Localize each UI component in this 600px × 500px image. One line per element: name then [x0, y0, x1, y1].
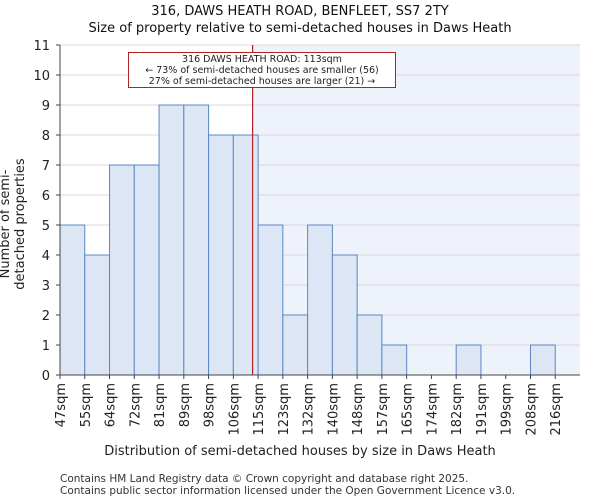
x-tick-label: 148sqm: [351, 383, 366, 436]
x-tick-label: 123sqm: [277, 383, 292, 436]
x-tick-label: 132sqm: [302, 383, 317, 436]
x-tick-label: 165sqm: [401, 383, 416, 436]
footer-licence: Contains public sector information licen…: [60, 485, 516, 497]
histogram-bar: [158, 104, 185, 376]
annotation-line-1: 316 DAWS HEATH ROAD: 113sqm: [182, 54, 342, 65]
histogram-bar: [109, 164, 135, 376]
x-tick-label: 191sqm: [475, 383, 490, 436]
x-tick-label: 115sqm: [252, 383, 267, 436]
y-tick-label: 0: [42, 369, 50, 384]
x-tick-label: 89sqm: [178, 383, 193, 427]
x-tick-label: 182sqm: [450, 383, 465, 436]
x-tick-label: 216sqm: [549, 383, 564, 436]
y-tick-label: 1: [42, 339, 50, 354]
x-tick-label: 81sqm: [153, 383, 168, 427]
x-axis-label: Distribution of semi-detached houses by …: [104, 444, 496, 459]
annotation-line-3: 27% of semi-detached houses are larger (…: [148, 76, 376, 87]
annotation-line-2: ← 73% of semi-detached houses are smalle…: [145, 65, 379, 76]
histogram-bar: [282, 314, 309, 376]
histogram-bar: [183, 104, 210, 376]
y-axis-label: Number of semi-detached properties: [0, 158, 28, 290]
y-tick-label: 3: [42, 279, 50, 294]
histogram-bar: [529, 344, 556, 376]
x-tick-label: 140sqm: [326, 383, 341, 436]
x-tick-label: 208sqm: [524, 383, 539, 436]
y-tick-label: 9: [42, 99, 50, 114]
property-annotation: 316 DAWS HEATH ROAD: 113sqm ← 73% of sem…: [128, 52, 396, 88]
histogram-bar: [356, 314, 383, 376]
chart-title: 316, DAWS HEATH ROAD, BENFLEET, SS7 2TY: [151, 4, 449, 19]
y-tick-label: 6: [42, 189, 50, 204]
histogram-bar: [208, 134, 234, 376]
histogram-bar: [381, 344, 408, 376]
histogram-bar: [307, 224, 333, 376]
histogram-bar: [331, 254, 358, 376]
footer-copyright: Contains HM Land Registry data © Crown c…: [60, 473, 469, 485]
x-tick-label: 174sqm: [425, 383, 440, 436]
y-tick-label: 11: [33, 39, 50, 54]
histogram-bar: [59, 224, 86, 376]
x-tick-label: 64sqm: [104, 383, 119, 427]
chart-subtitle: Size of property relative to semi-detach…: [88, 21, 512, 36]
x-tick-label: 98sqm: [203, 383, 218, 427]
histogram-bar: [257, 224, 284, 376]
x-tick-label: 72sqm: [128, 383, 143, 427]
x-tick-label: 106sqm: [227, 383, 242, 436]
y-tick-label: 10: [33, 69, 50, 84]
histogram-bar: [232, 134, 259, 376]
y-tick-label: 7: [42, 159, 50, 174]
histogram-bar: [133, 164, 160, 376]
x-tick-label: 157sqm: [376, 383, 391, 436]
y-tick-label: 5: [42, 219, 50, 234]
y-tick-label: 4: [42, 249, 50, 264]
histogram-bar: [84, 254, 111, 376]
histogram-bar: [455, 344, 482, 376]
x-tick-label: 55sqm: [79, 383, 94, 427]
x-tick-label: 199sqm: [500, 383, 515, 436]
y-tick-label: 8: [42, 129, 50, 144]
x-tick-label: 47sqm: [54, 383, 69, 427]
y-tick-label: 2: [42, 309, 50, 324]
